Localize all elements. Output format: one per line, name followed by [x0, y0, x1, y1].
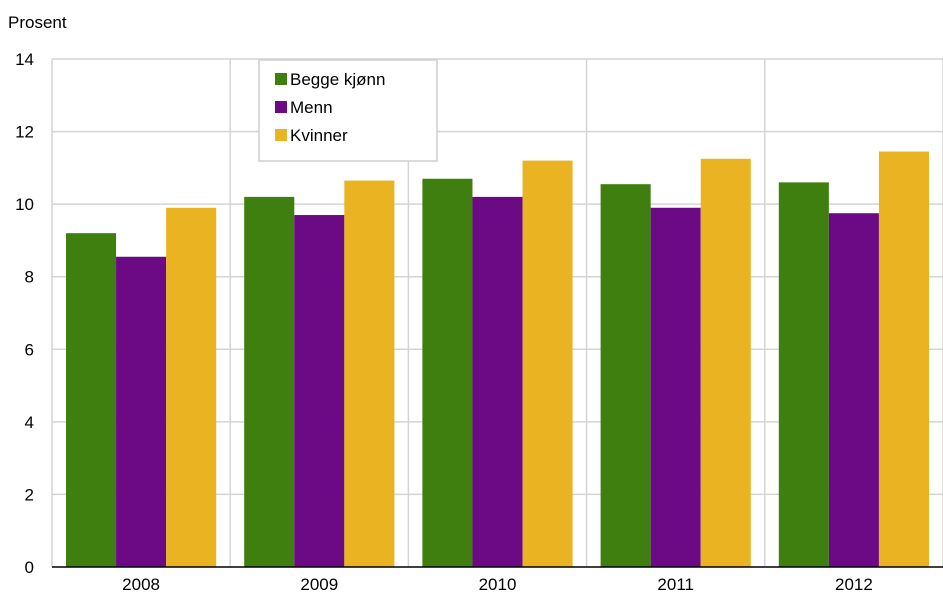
- y-tick-label: 4: [25, 413, 34, 432]
- bar-menn-2012: [828, 213, 879, 567]
- bar-kvinner-2010: [522, 160, 573, 567]
- bar-begge-kj-nn-2008: [66, 233, 117, 567]
- bar-kvinner-2012: [878, 151, 929, 567]
- bar-menn-2010: [472, 196, 523, 567]
- legend-label: Menn: [290, 98, 333, 117]
- bar-begge-kj-nn-2009: [244, 196, 295, 567]
- y-tick-label: 12: [15, 123, 34, 142]
- y-tick-label: 8: [25, 268, 34, 287]
- legend: Begge kjønn Menn Kvinner: [258, 59, 438, 162]
- bar-begge-kj-nn-2011: [600, 184, 651, 567]
- x-tick-label: 2008: [122, 575, 160, 593]
- x-tick-label: 2009: [300, 575, 338, 593]
- x-tick-label: 2012: [835, 575, 873, 593]
- y-tick-label: 10: [15, 195, 34, 214]
- legend-swatch: [275, 129, 287, 141]
- legend-swatch: [275, 73, 287, 85]
- legend-box: [258, 59, 438, 162]
- bars: [66, 151, 929, 568]
- x-tick-label: 2011: [657, 575, 694, 593]
- bar-kvinner-2011: [700, 158, 751, 568]
- legend-label: Begge kjønn: [290, 70, 385, 89]
- bar-menn-2011: [650, 207, 701, 567]
- bar-begge-kj-nn-2010: [422, 178, 473, 567]
- x-tick-label: 2010: [479, 575, 517, 593]
- bar-kvinner-2009: [344, 180, 395, 568]
- y-tick-label: 14: [15, 50, 34, 69]
- axes: 0 2 4 6 8 10 12 14 2008 2009 2010 2011 2012: [15, 50, 943, 593]
- bar-begge-kj-nn-2012: [778, 182, 829, 567]
- bar-menn-2008: [116, 256, 167, 567]
- y-tick-label: 2: [25, 485, 34, 504]
- legend-swatch: [275, 101, 287, 113]
- bar-kvinner-2008: [166, 207, 217, 567]
- y-axis-unit-label: Prosent: [8, 13, 67, 32]
- y-tick-label: 0: [25, 558, 34, 577]
- legend-label: Kvinner: [290, 126, 348, 145]
- bar-menn-2009: [294, 215, 345, 567]
- y-tick-label: 6: [25, 340, 34, 359]
